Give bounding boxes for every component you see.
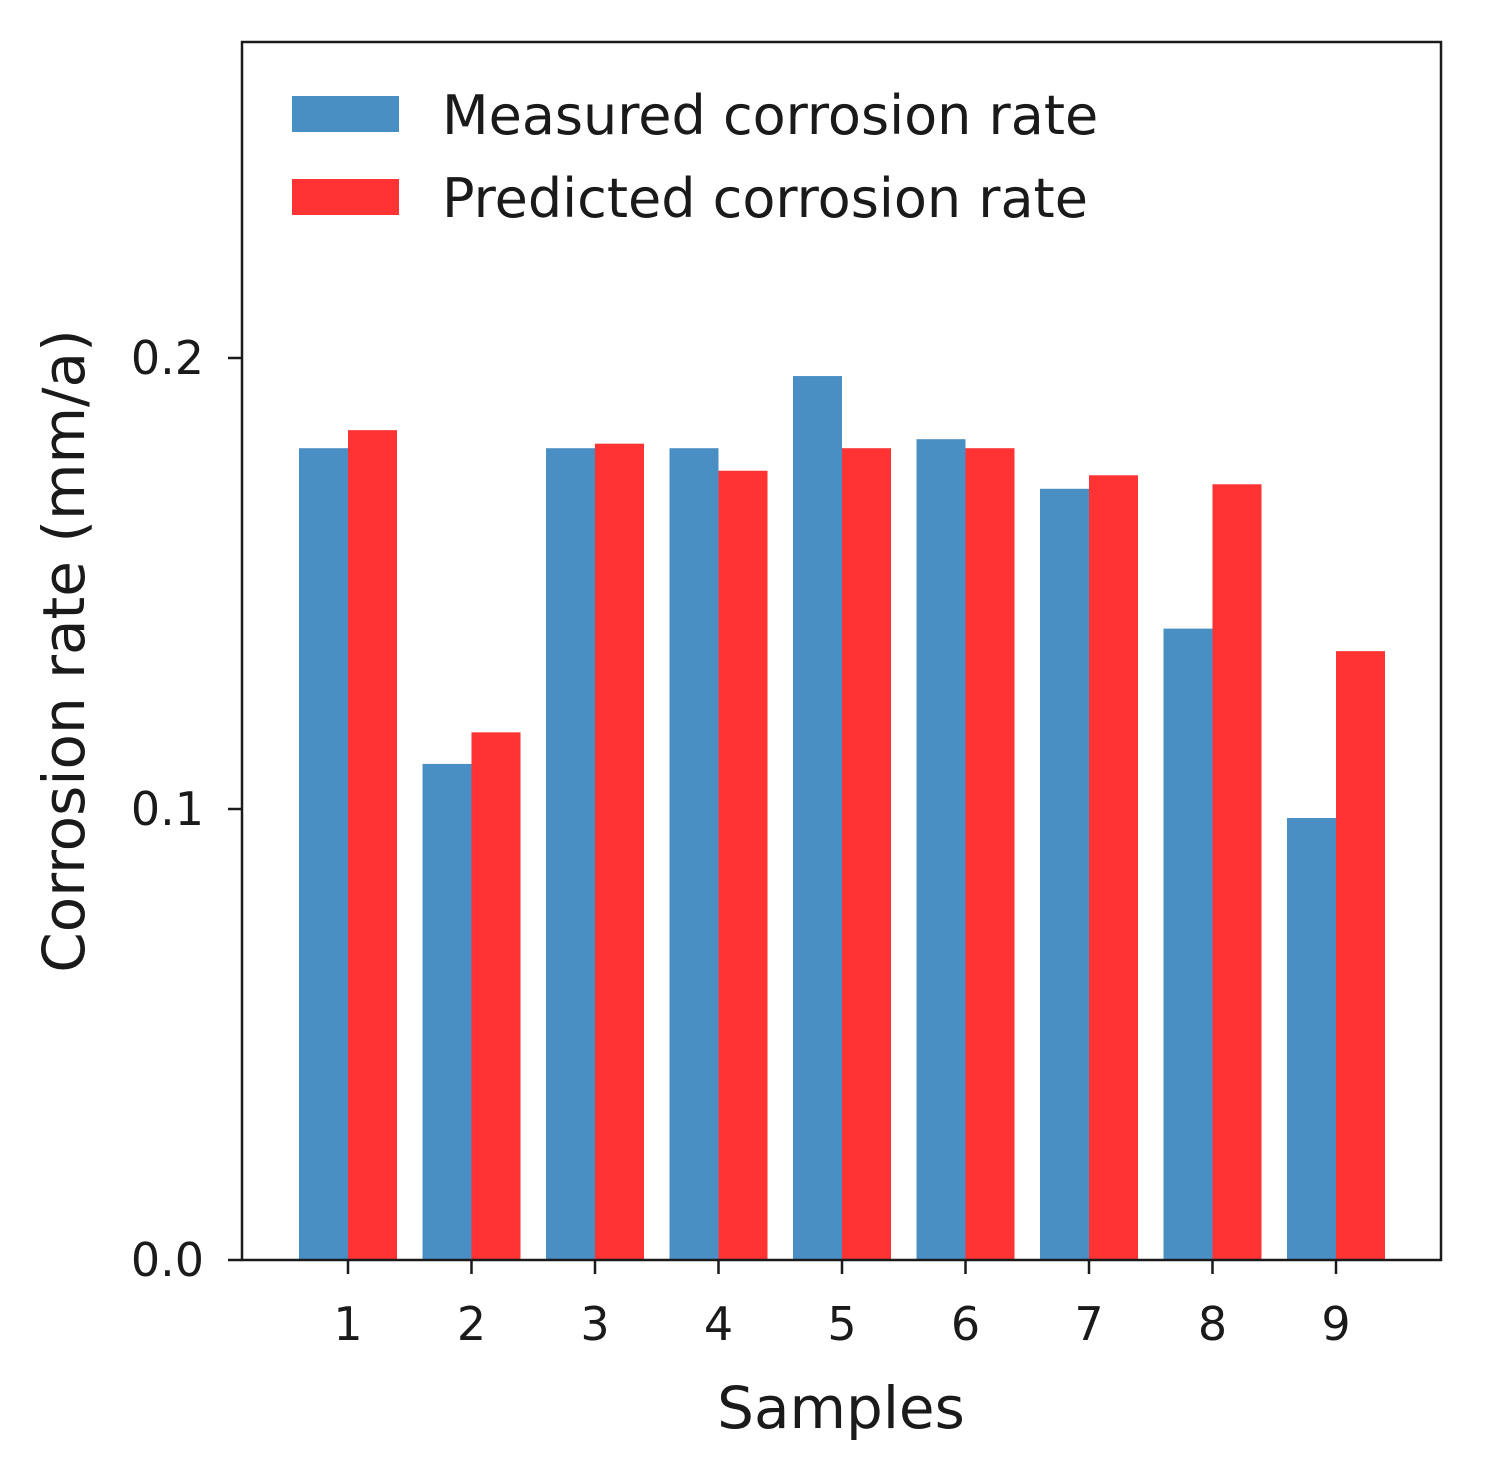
legend-label-predicted: Predicted corrosion rate <box>442 167 1088 230</box>
x-tick-label: 5 <box>827 1297 856 1351</box>
bar-measured-5 <box>793 376 842 1260</box>
bar-predicted-8 <box>1212 484 1262 1260</box>
bar-predicted-7 <box>1089 475 1138 1260</box>
bar-predicted-1 <box>348 430 397 1260</box>
y-tick-label: 0.0 <box>131 1233 204 1287</box>
bar-measured-8 <box>1163 628 1213 1260</box>
x-tick-label: 9 <box>1321 1297 1350 1351</box>
bar-measured-4 <box>669 448 719 1260</box>
legend-swatch-predicted <box>292 179 399 215</box>
x-tick-label: 6 <box>951 1297 980 1351</box>
bars-layer <box>299 376 1385 1260</box>
legend-swatch-measured <box>292 96 399 132</box>
x-tick-label: 1 <box>333 1297 362 1351</box>
y-axis-label: Corrosion rate (mm/a) <box>30 329 98 972</box>
bar-measured-6 <box>916 439 966 1260</box>
x-tick-label: 8 <box>1198 1297 1227 1351</box>
bar-measured-9 <box>1287 818 1336 1260</box>
x-axis-label: Samples <box>717 1374 965 1442</box>
legend: Measured corrosion rate Predicted corros… <box>292 84 1098 230</box>
bar-predicted-4 <box>718 470 768 1260</box>
y-tick-label: 0.1 <box>131 782 204 836</box>
x-tick-label: 2 <box>457 1297 486 1351</box>
legend-label-measured: Measured corrosion rate <box>442 84 1098 147</box>
x-axis: 1 2 3 4 5 6 7 8 9 <box>333 1260 1351 1351</box>
x-tick-label: 3 <box>580 1297 609 1351</box>
bar-measured-7 <box>1040 488 1089 1260</box>
x-tick-label: 7 <box>1074 1297 1103 1351</box>
bar-predicted-5 <box>842 448 891 1260</box>
bar-measured-2 <box>422 763 472 1260</box>
bar-predicted-6 <box>965 448 1015 1260</box>
y-axis: 0.0 0.1 0.2 <box>131 331 242 1287</box>
bar-predicted-2 <box>471 732 521 1260</box>
bar-predicted-9 <box>1336 651 1385 1260</box>
y-tick-label: 0.2 <box>131 331 204 385</box>
bar-measured-1 <box>299 448 348 1260</box>
x-tick-label: 4 <box>704 1297 733 1351</box>
bar-predicted-3 <box>595 443 644 1260</box>
bar-measured-3 <box>546 448 595 1260</box>
